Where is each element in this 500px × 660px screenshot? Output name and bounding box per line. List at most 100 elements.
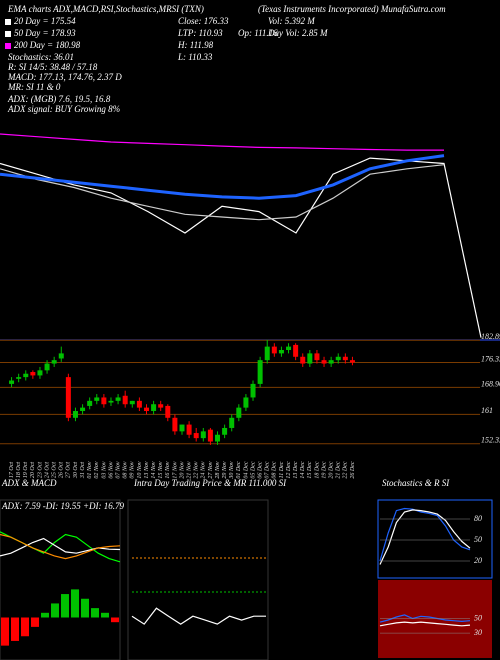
histogram-bar <box>31 617 39 627</box>
candle-body <box>335 356 341 361</box>
x-tick-label: 01 Dec <box>236 461 242 478</box>
x-tick-label: 22 Dec <box>343 461 349 478</box>
histogram-bar <box>41 612 49 618</box>
candle-body <box>293 344 299 357</box>
header-text: 20 Day = 175.54 <box>14 16 76 26</box>
series-line <box>0 533 121 560</box>
x-tick-label: 21 Dec <box>336 461 342 478</box>
panel-title: Stochastics & R SI <box>382 478 450 488</box>
histogram-bar <box>111 617 119 623</box>
x-tick-label: 14 Dec <box>299 461 306 478</box>
x-tick-label: 24 Oct <box>43 462 50 478</box>
x-tick-label: 09 Nov <box>130 461 136 479</box>
candle-body <box>72 411 78 418</box>
header-text: Close: 176.33 <box>178 16 229 26</box>
candle-body <box>207 429 213 442</box>
y-tick-label: 80 <box>474 514 482 523</box>
candle-body <box>349 360 355 363</box>
x-tick-label: 30 Oct <box>73 462 79 479</box>
candle-body <box>215 434 221 442</box>
panel-title: ADX & MACD <box>1 478 57 488</box>
candle-body <box>136 400 142 408</box>
x-tick-label: 20 Dec <box>329 461 335 478</box>
header-text: R: SI 14/5: 38.48 / 57.18 <box>7 62 98 72</box>
header-text: MR: SI 11 & 0 <box>7 82 61 92</box>
x-tick-label: 20 Nov <box>179 461 185 479</box>
candle-body <box>278 350 284 354</box>
candle-body <box>172 417 178 432</box>
candle-body <box>200 431 206 439</box>
candle-body <box>314 353 320 361</box>
series-line <box>379 614 471 623</box>
x-tick-label: 20 Oct <box>30 462 36 478</box>
header-text: ADX: (MGB) 7.6, 19.5, 16.8 <box>7 94 111 104</box>
header-text: 200 Day = 180.98 <box>14 40 81 50</box>
header-text: Vol: 5.392 M <box>268 16 315 26</box>
adx-panel <box>0 499 121 660</box>
candle-body <box>250 383 256 398</box>
x-tick-label: 18 Dec <box>314 461 320 478</box>
candle-body <box>94 397 100 401</box>
candle-body <box>165 405 171 418</box>
x-tick-label: 14 Nov <box>150 461 157 479</box>
legend-swatch <box>5 19 11 25</box>
candle-body <box>9 380 15 384</box>
histogram-bar <box>91 608 99 618</box>
series-line <box>0 157 482 338</box>
x-tick-label: 02 Nov <box>94 461 100 479</box>
y-tick-label: 182.89 <box>481 332 500 341</box>
header-text: 50 Day = 178.93 <box>14 28 76 38</box>
series-line <box>379 621 471 627</box>
x-tick-label: 11 Dec <box>279 461 285 478</box>
series-line <box>379 507 471 562</box>
x-tick-label: 17 Oct <box>9 462 15 478</box>
candle-body <box>257 360 263 384</box>
x-tick-label: 28 Nov <box>215 461 221 479</box>
candle-body <box>271 346 277 354</box>
y-tick-label: 176.33 <box>481 354 500 363</box>
candle-body <box>307 353 313 364</box>
y-tick-label: 20 <box>474 556 482 565</box>
candle-body <box>37 370 43 376</box>
candle-body <box>179 424 185 432</box>
header-text: Op: 111.16 <box>238 28 278 38</box>
candle-body <box>222 427 228 435</box>
x-tick-label: 13 Nov <box>144 461 150 479</box>
y-tick-label: 50 <box>474 535 482 544</box>
legend-swatch <box>5 43 11 49</box>
x-tick-label: 08 Dec <box>272 461 278 478</box>
x-tick-label: 17 Nov <box>172 461 178 479</box>
x-tick-label: 06 Dec <box>257 461 263 478</box>
series-line <box>379 509 471 565</box>
header-text: H: 111.98 <box>177 40 214 50</box>
candle-body <box>44 363 50 371</box>
x-tick-label: 16 Nov <box>165 461 171 479</box>
candle-body <box>87 400 93 406</box>
x-tick-label: 21 Nov <box>186 461 192 479</box>
x-tick-label: 18 Oct <box>16 462 22 478</box>
x-tick-label: 31 Oct <box>80 462 86 479</box>
x-tick-label: 01 Nov <box>87 461 93 479</box>
x-tick-label: 04 Dec <box>242 461 249 478</box>
y-tick-label: 50 <box>474 613 482 622</box>
x-tick-label: 07 Dec <box>265 461 271 478</box>
header-text: L: 110.33 <box>177 52 213 62</box>
series-line <box>0 133 444 151</box>
header-text: (Texas Instruments Incorporated) MunafaS… <box>258 4 446 14</box>
candle-body <box>286 346 292 350</box>
candle-body <box>108 400 114 403</box>
intraday-panel <box>127 499 269 660</box>
x-tick-label: 03 Nov <box>101 461 107 479</box>
candle-body <box>115 397 121 401</box>
x-tick-label: 05 Dec <box>250 461 256 478</box>
candle-body <box>186 424 192 435</box>
candle-body <box>101 397 107 405</box>
series-line <box>0 164 445 221</box>
legend-swatch <box>5 31 11 37</box>
header-text: Stochastics: 36.01 <box>8 52 74 62</box>
x-tick-label: 19 Dec <box>321 461 327 478</box>
candle-body <box>30 372 36 376</box>
candle-body <box>300 356 306 364</box>
histogram-bar <box>1 617 9 646</box>
